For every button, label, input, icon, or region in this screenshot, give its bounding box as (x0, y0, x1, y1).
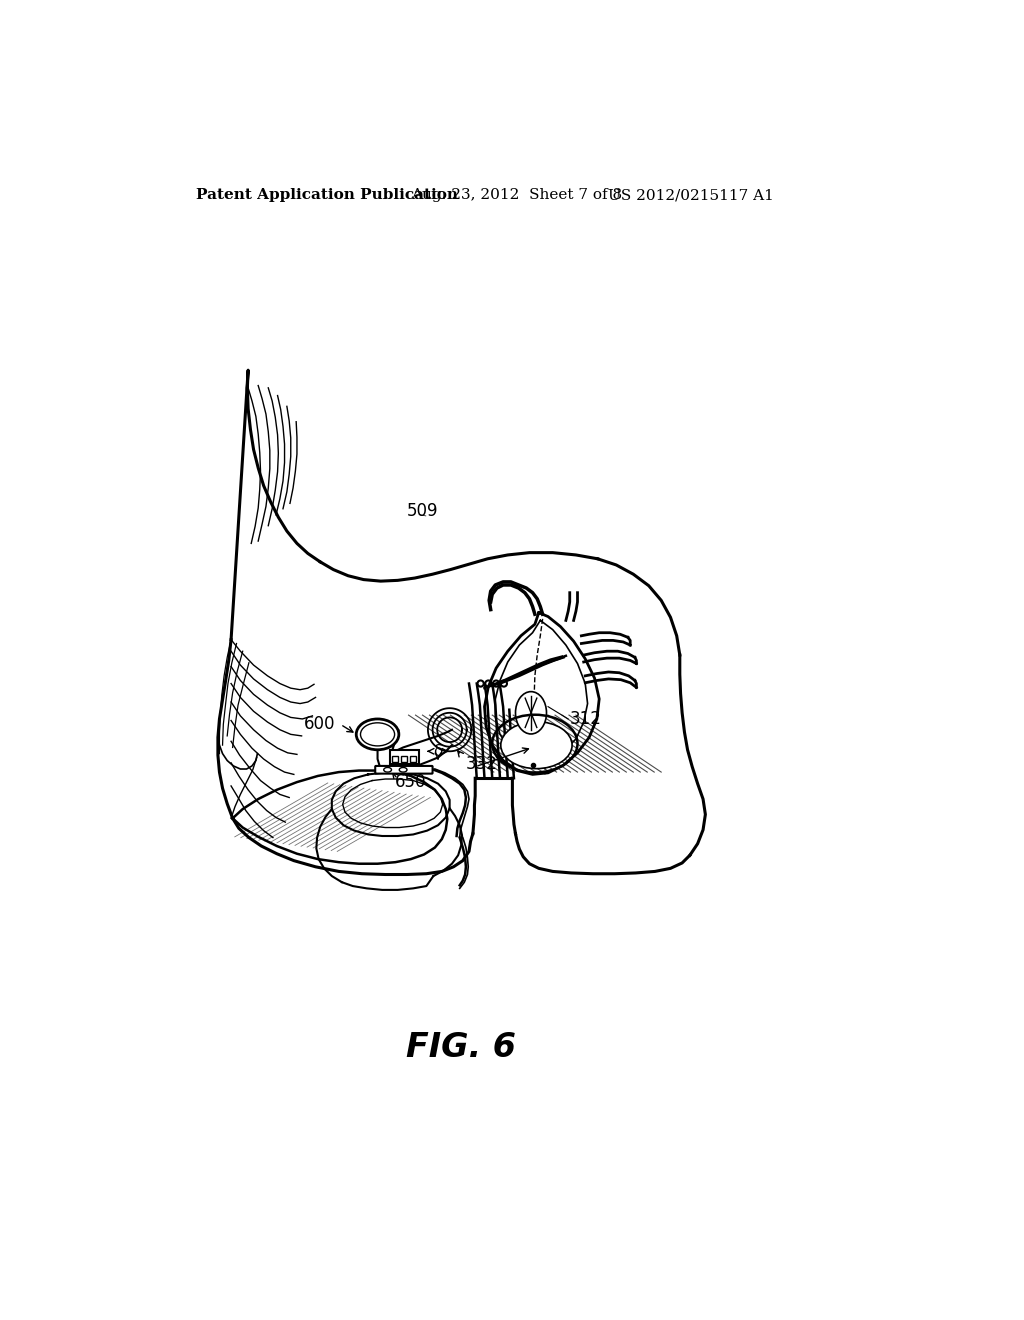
FancyBboxPatch shape (375, 766, 432, 774)
Text: 650: 650 (395, 774, 427, 791)
Ellipse shape (501, 722, 572, 768)
Text: Patent Application Publication: Patent Application Publication (197, 189, 458, 202)
Text: 509: 509 (407, 502, 438, 520)
Bar (391, 756, 397, 762)
Bar (390, 750, 420, 763)
Text: US 2012/0215117 A1: US 2012/0215117 A1 (608, 189, 774, 202)
Text: δ: δ (433, 743, 442, 759)
Bar (410, 756, 417, 762)
Text: Aug. 23, 2012  Sheet 7 of 8: Aug. 23, 2012 Sheet 7 of 8 (411, 189, 622, 202)
Text: 312: 312 (569, 710, 602, 727)
Ellipse shape (384, 767, 391, 772)
Ellipse shape (360, 723, 394, 746)
Ellipse shape (515, 692, 547, 734)
Ellipse shape (399, 767, 407, 772)
Ellipse shape (356, 719, 399, 750)
Text: 332: 332 (466, 755, 498, 772)
Text: FIG. 6: FIG. 6 (407, 1031, 516, 1064)
Bar (400, 756, 407, 762)
Text: 600: 600 (304, 715, 336, 734)
